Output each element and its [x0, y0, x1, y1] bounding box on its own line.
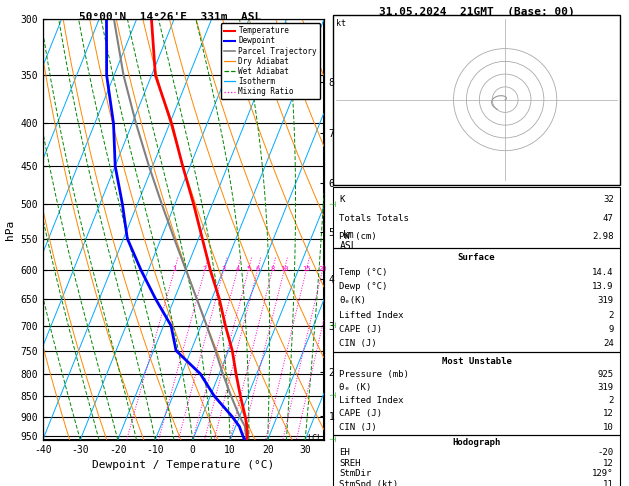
- Text: Lifted Index: Lifted Index: [339, 311, 404, 320]
- Bar: [333, 352, 620, 435]
- Text: ⊣: ⊣: [328, 391, 335, 400]
- Text: 50°00'N  14°26'E  331m  ASL: 50°00'N 14°26'E 331m ASL: [79, 12, 261, 22]
- Text: K: K: [339, 195, 345, 205]
- Text: 9: 9: [608, 325, 614, 334]
- Text: PW (cm): PW (cm): [339, 232, 377, 242]
- Text: 13.9: 13.9: [593, 282, 614, 291]
- Text: EH: EH: [339, 449, 350, 457]
- Text: 10: 10: [603, 423, 614, 432]
- Text: Hodograph: Hodograph: [452, 438, 501, 447]
- Text: CAPE (J): CAPE (J): [339, 410, 382, 418]
- Legend: Temperature, Dewpoint, Parcel Trajectory, Dry Adiabat, Wet Adiabat, Isotherm, Mi: Temperature, Dewpoint, Parcel Trajectory…: [221, 23, 320, 99]
- X-axis label: Dewpoint / Temperature (°C): Dewpoint / Temperature (°C): [92, 460, 274, 470]
- Text: LCL: LCL: [307, 434, 322, 443]
- Text: ⊣: ⊣: [328, 200, 335, 208]
- Text: 319: 319: [598, 383, 614, 392]
- Text: 319: 319: [598, 296, 614, 305]
- Text: 6: 6: [255, 266, 260, 273]
- Text: 129°: 129°: [593, 469, 614, 479]
- Text: 15: 15: [302, 266, 311, 273]
- Text: StmSpd (kt): StmSpd (kt): [339, 480, 398, 486]
- Text: Totals Totals: Totals Totals: [339, 214, 409, 223]
- Text: 20: 20: [318, 266, 327, 273]
- Text: θₑ(K): θₑ(K): [339, 296, 366, 305]
- Text: SREH: SREH: [339, 459, 360, 468]
- Text: 24: 24: [603, 339, 614, 348]
- Text: 2: 2: [203, 266, 207, 273]
- Text: 3: 3: [221, 266, 226, 273]
- Text: 10: 10: [280, 266, 289, 273]
- Text: Pressure (mb): Pressure (mb): [339, 370, 409, 379]
- Text: 1: 1: [172, 266, 177, 273]
- Text: 31.05.2024  21GMT  (Base: 00): 31.05.2024 21GMT (Base: 00): [379, 7, 574, 17]
- Text: kt: kt: [336, 19, 346, 29]
- Text: Surface: Surface: [458, 253, 495, 262]
- Bar: [333, 187, 620, 248]
- Text: 12: 12: [603, 410, 614, 418]
- Text: 925: 925: [598, 370, 614, 379]
- Text: 5: 5: [247, 266, 251, 273]
- Text: StmDir: StmDir: [339, 469, 372, 479]
- Text: Lifted Index: Lifted Index: [339, 397, 404, 405]
- Bar: [333, 435, 620, 486]
- Text: Temp (°C): Temp (°C): [339, 268, 387, 277]
- Y-axis label: km
ASL: km ASL: [340, 230, 357, 251]
- Text: 32: 32: [603, 195, 614, 205]
- Text: 2.98: 2.98: [593, 232, 614, 242]
- Text: Dewp (°C): Dewp (°C): [339, 282, 387, 291]
- Bar: [333, 15, 620, 185]
- Text: ⊣: ⊣: [328, 435, 335, 444]
- Text: 8: 8: [270, 266, 275, 273]
- Text: -20: -20: [598, 449, 614, 457]
- Text: 4: 4: [235, 266, 240, 273]
- Text: 14.4: 14.4: [593, 268, 614, 277]
- Text: CIN (J): CIN (J): [339, 423, 377, 432]
- Bar: [333, 248, 620, 352]
- Text: θₑ (K): θₑ (K): [339, 383, 372, 392]
- Text: 11: 11: [603, 480, 614, 486]
- Text: ⊣: ⊣: [328, 321, 335, 330]
- Text: 47: 47: [603, 214, 614, 223]
- Text: Most Unstable: Most Unstable: [442, 357, 511, 366]
- Text: 2: 2: [608, 397, 614, 405]
- Text: CAPE (J): CAPE (J): [339, 325, 382, 334]
- Y-axis label: hPa: hPa: [5, 220, 14, 240]
- Text: CIN (J): CIN (J): [339, 339, 377, 348]
- Text: 12: 12: [603, 459, 614, 468]
- Text: 2: 2: [608, 311, 614, 320]
